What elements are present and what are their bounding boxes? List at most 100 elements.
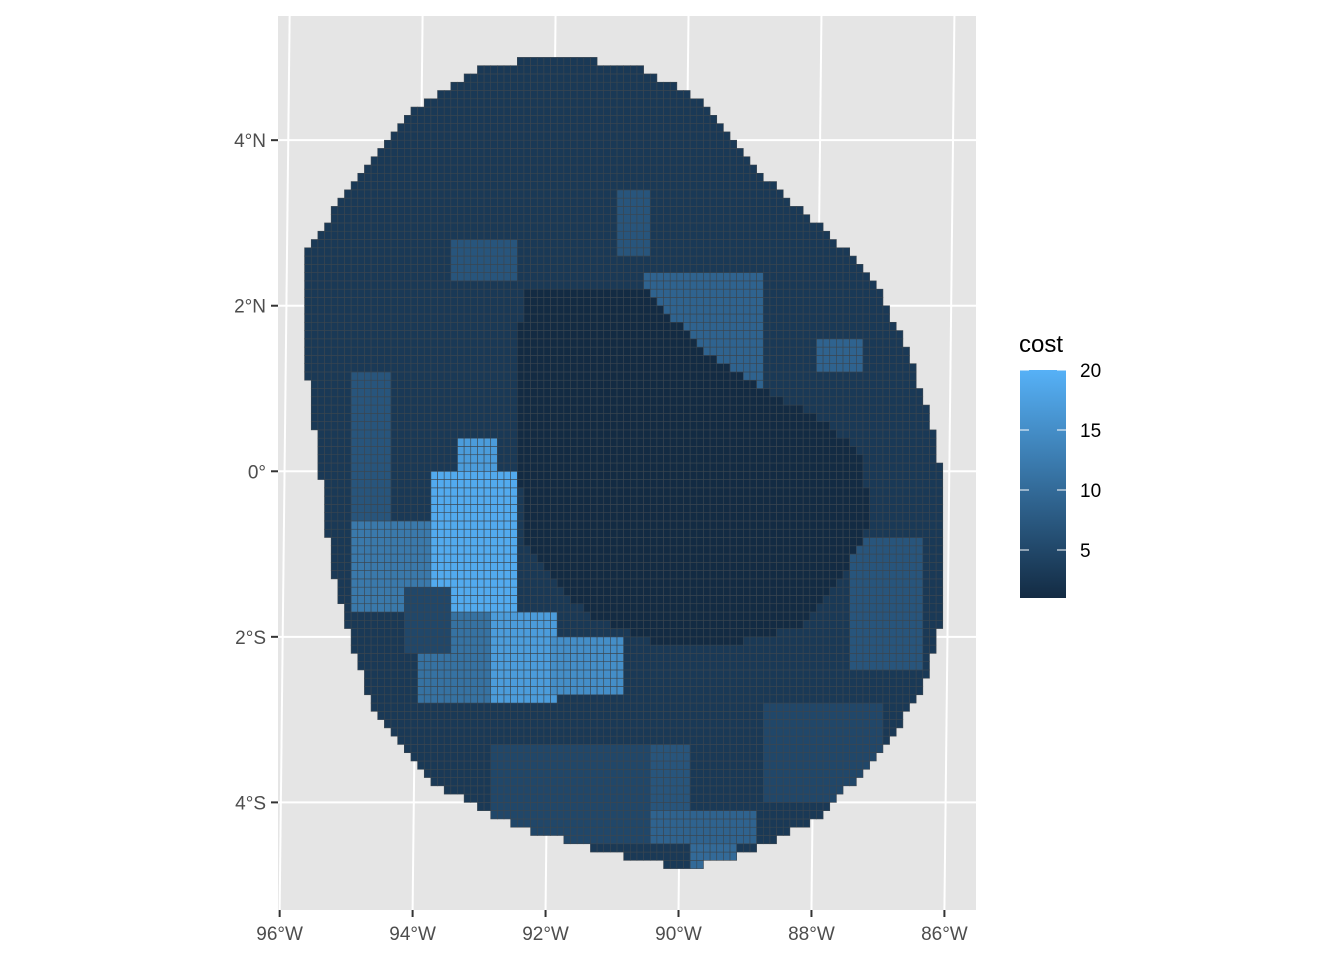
cost-cell-4892 xyxy=(696,164,704,174)
cost-cell-3543 xyxy=(603,321,611,331)
cost-cell-2743 xyxy=(550,644,558,654)
cost-cell-1956 xyxy=(490,247,498,257)
cost-cell-2128 xyxy=(503,330,511,340)
cost-cell-745 xyxy=(397,487,405,497)
cost-cell-3593 xyxy=(610,694,618,704)
cost-cell-2558 xyxy=(536,619,545,629)
cost-cell-1416 xyxy=(450,321,458,331)
cost-cell-239 xyxy=(344,305,352,315)
cost-cell-863 xyxy=(403,139,412,149)
cost-cell-2149 xyxy=(503,156,511,166)
cost-cell-1307 xyxy=(443,520,452,530)
cost-cell-4188 xyxy=(649,520,658,530)
cost-cell-2684 xyxy=(543,355,551,364)
cost-cell-3550 xyxy=(603,264,611,273)
cost-cell-1484 xyxy=(457,470,465,480)
cost-cell-4938 xyxy=(703,545,711,555)
cost-cell-4837 xyxy=(696,619,704,629)
cost-cell-113 xyxy=(330,520,339,530)
cost-cell-3401 xyxy=(596,711,605,720)
cost-cell-4665 xyxy=(683,495,691,505)
cost-cell-2286 xyxy=(517,545,525,555)
cost-cell-2354 xyxy=(523,752,531,762)
cost-cell-761 xyxy=(397,355,405,364)
cost-cell-1143 xyxy=(430,487,438,497)
cost-cell-2164 xyxy=(510,793,518,803)
cost-cell-522 xyxy=(377,545,385,555)
cost-cell-937 xyxy=(410,172,418,182)
cost-cell-1585 xyxy=(463,355,472,364)
cost-cell-92 xyxy=(324,338,332,348)
cost-cell-2272 xyxy=(517,661,525,671)
cost-cell-3726 xyxy=(616,379,624,389)
cost-cell-2297 xyxy=(517,454,525,464)
cost-cell-4645 xyxy=(683,661,691,671)
cost-cell-2753 xyxy=(550,562,558,571)
cost-cell-3821 xyxy=(623,388,631,398)
cost-cell-3858 xyxy=(623,81,631,91)
cost-cell-3903 xyxy=(630,504,638,513)
cost-cell-1234 xyxy=(437,421,445,431)
cost-cell-576 xyxy=(384,677,392,687)
cost-cell-1551 xyxy=(463,636,472,646)
cost-cell-3854 xyxy=(623,115,631,124)
cost-cell-1705 xyxy=(470,90,478,100)
cost-cell-1201 xyxy=(437,694,445,704)
cost-cell-440 xyxy=(370,661,379,671)
cost-cell-4973 xyxy=(703,255,711,265)
cost-cell-1797 xyxy=(477,65,485,75)
cost-cell-3968 xyxy=(636,760,644,770)
cost-cell-1368 xyxy=(450,719,458,729)
cost-cell-519 xyxy=(377,570,385,580)
cost-cell-1726 xyxy=(477,653,485,662)
cost-cell-2803 xyxy=(550,148,558,158)
cost-cell-4822 xyxy=(696,744,704,754)
cost-cell-351 xyxy=(357,330,365,340)
cost-cell-4604 xyxy=(676,222,684,232)
cost-cell-4928 xyxy=(703,628,711,638)
cost-cell-2087 xyxy=(503,669,511,679)
cost-cell-2596 xyxy=(536,305,545,315)
cost-cell-605 xyxy=(384,437,392,447)
cost-cell-4699 xyxy=(683,214,691,224)
cost-cell-4072 xyxy=(643,694,651,704)
cost-cell-1333 xyxy=(443,305,452,315)
cost-cell-3217 xyxy=(583,644,591,654)
cost-cell-1100 xyxy=(423,156,432,166)
cost-cell-1033 xyxy=(423,711,432,720)
cost-cell-2859 xyxy=(556,462,565,472)
cost-cell-2244 xyxy=(510,131,518,141)
cost-cell-3350 xyxy=(590,338,598,348)
cost-cell-3224 xyxy=(583,586,591,596)
cost-cell-1858 xyxy=(483,305,492,315)
cost-cell-2189 xyxy=(510,586,518,596)
cost-cell-950 xyxy=(417,727,425,737)
cost-cell-3140 xyxy=(576,495,585,505)
cost-cell-2831 xyxy=(556,694,565,704)
cost-cell-583 xyxy=(384,619,392,629)
cost-cell-2162 xyxy=(510,810,518,820)
cost-cell-2367 xyxy=(523,644,531,654)
cost-cell-3234 xyxy=(583,504,591,513)
cost-cell-4823 xyxy=(696,735,704,745)
cost-cell-3471 xyxy=(596,131,605,141)
cost-cell-3735 xyxy=(616,305,624,315)
cost-cell-3254 xyxy=(583,338,591,348)
cost-cell-2838 xyxy=(556,636,565,646)
cost-cell-4585 xyxy=(676,379,684,389)
cost-cell-375 xyxy=(364,653,372,662)
cost-cell-4915 xyxy=(703,735,711,745)
cost-cell-1294 xyxy=(443,628,452,638)
cost-cell-3131 xyxy=(576,570,585,580)
cost-cell-348 xyxy=(357,355,365,364)
cost-cell-657 xyxy=(390,603,398,613)
cost-cell-1601 xyxy=(463,222,472,232)
cost-cell-2316 xyxy=(517,297,525,307)
cost-cell-4968 xyxy=(703,297,711,307)
cost-cell-4475 xyxy=(669,504,678,513)
cost-cell-2735 xyxy=(550,711,558,720)
cost-cell-3656 xyxy=(610,172,618,182)
cost-cell-1316 xyxy=(443,446,452,456)
cost-cell-2392 xyxy=(523,437,531,447)
cost-cell-1185 xyxy=(430,139,438,149)
